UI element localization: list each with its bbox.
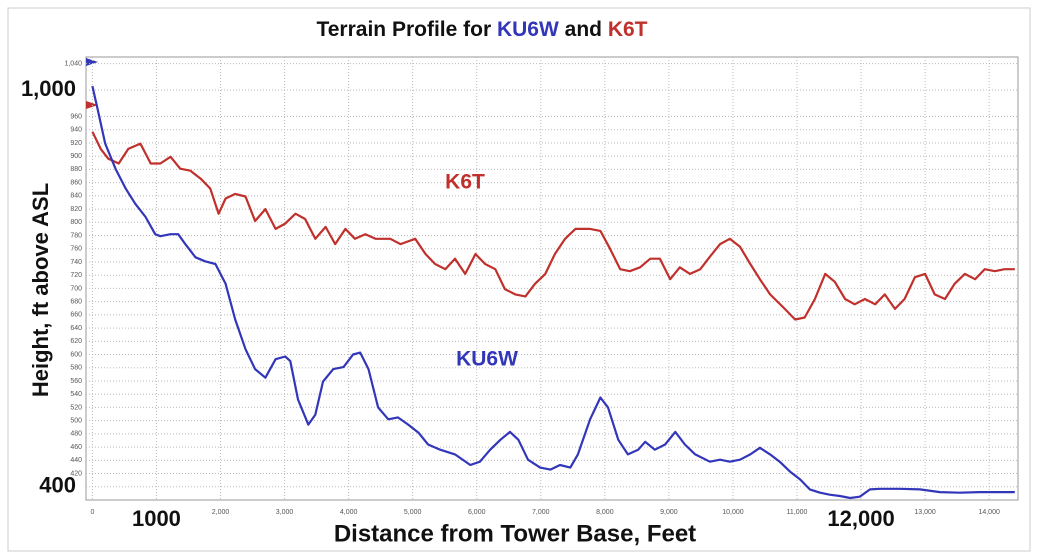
y-tick-label: 600 [70, 351, 82, 358]
series-line [91, 85, 1015, 500]
x-tick-label: 4,000 [340, 509, 358, 516]
y-tick-label: 440 [70, 457, 82, 464]
y-tick-label: 1,040 [64, 60, 82, 67]
y-tick-label: 560 [70, 378, 82, 385]
y-tick-label: 640 [70, 325, 82, 332]
y-tick-label: 880 [70, 166, 82, 173]
x-tick-label: 12,000 [827, 506, 894, 531]
x-axis-label: Distance from Tower Base, Feet [334, 520, 696, 547]
y-tick-label: 920 [70, 140, 82, 147]
y-tick-label: 800 [70, 219, 82, 226]
y-tick-label: 480 [70, 431, 82, 438]
x-tick-label: 9,000 [660, 509, 678, 516]
y-tick-label: 520 [70, 404, 82, 411]
y-tick-label: 680 [70, 298, 82, 305]
y-tick-label: 540 [70, 391, 82, 398]
x-tick-label: 2,000 [212, 509, 230, 516]
chart-title: Terrain Profile for KU6W and K6T [316, 18, 647, 41]
y-tick-label: 820 [70, 206, 82, 213]
x-tick-label: 0 [90, 509, 94, 516]
y-tick-label: 700 [70, 285, 82, 292]
y-tick-label: 460 [70, 444, 82, 451]
y-tick-label: 400 [39, 473, 76, 498]
y-tick-label: 860 [70, 179, 82, 186]
x-tick-label: 7,000 [532, 509, 550, 516]
y-tick-label: 900 [70, 153, 82, 160]
series-label: KU6W [456, 348, 518, 371]
series-line [91, 131, 1015, 321]
series-label: K6T [445, 171, 485, 194]
x-tick-label: 8,000 [596, 509, 614, 516]
y-tick-label: 620 [70, 338, 82, 345]
y-tick-label: 500 [70, 418, 82, 425]
y-tick-label: 580 [70, 365, 82, 372]
y-axis-label: Height, ft above ASL [28, 183, 53, 397]
y-tick-label: 840 [70, 193, 82, 200]
x-tick-label: 13,000 [914, 509, 936, 516]
x-tick-label: 6,000 [468, 509, 486, 516]
x-tick-label: 14,000 [978, 509, 1000, 516]
y-tick-label: 940 [70, 127, 82, 134]
y-tick-label: 780 [70, 232, 82, 239]
x-tick-label: 11,000 [787, 509, 808, 516]
y-tick-label: 760 [70, 246, 82, 253]
y-tick-label: 720 [70, 272, 82, 279]
y-tick-label: 420 [70, 470, 82, 477]
x-tick-label: 3,000 [276, 509, 294, 516]
y-tick-label: 960 [70, 113, 82, 120]
plot-area [85, 56, 1019, 501]
y-tick-label: 660 [70, 312, 82, 319]
y-tick-label: 1,000 [21, 76, 76, 101]
x-tick-label: 10,000 [722, 509, 744, 516]
y-tick-label: 740 [70, 259, 82, 266]
x-tick-label: 5,000 [404, 509, 422, 516]
x-tick-label: 1000 [132, 506, 181, 531]
